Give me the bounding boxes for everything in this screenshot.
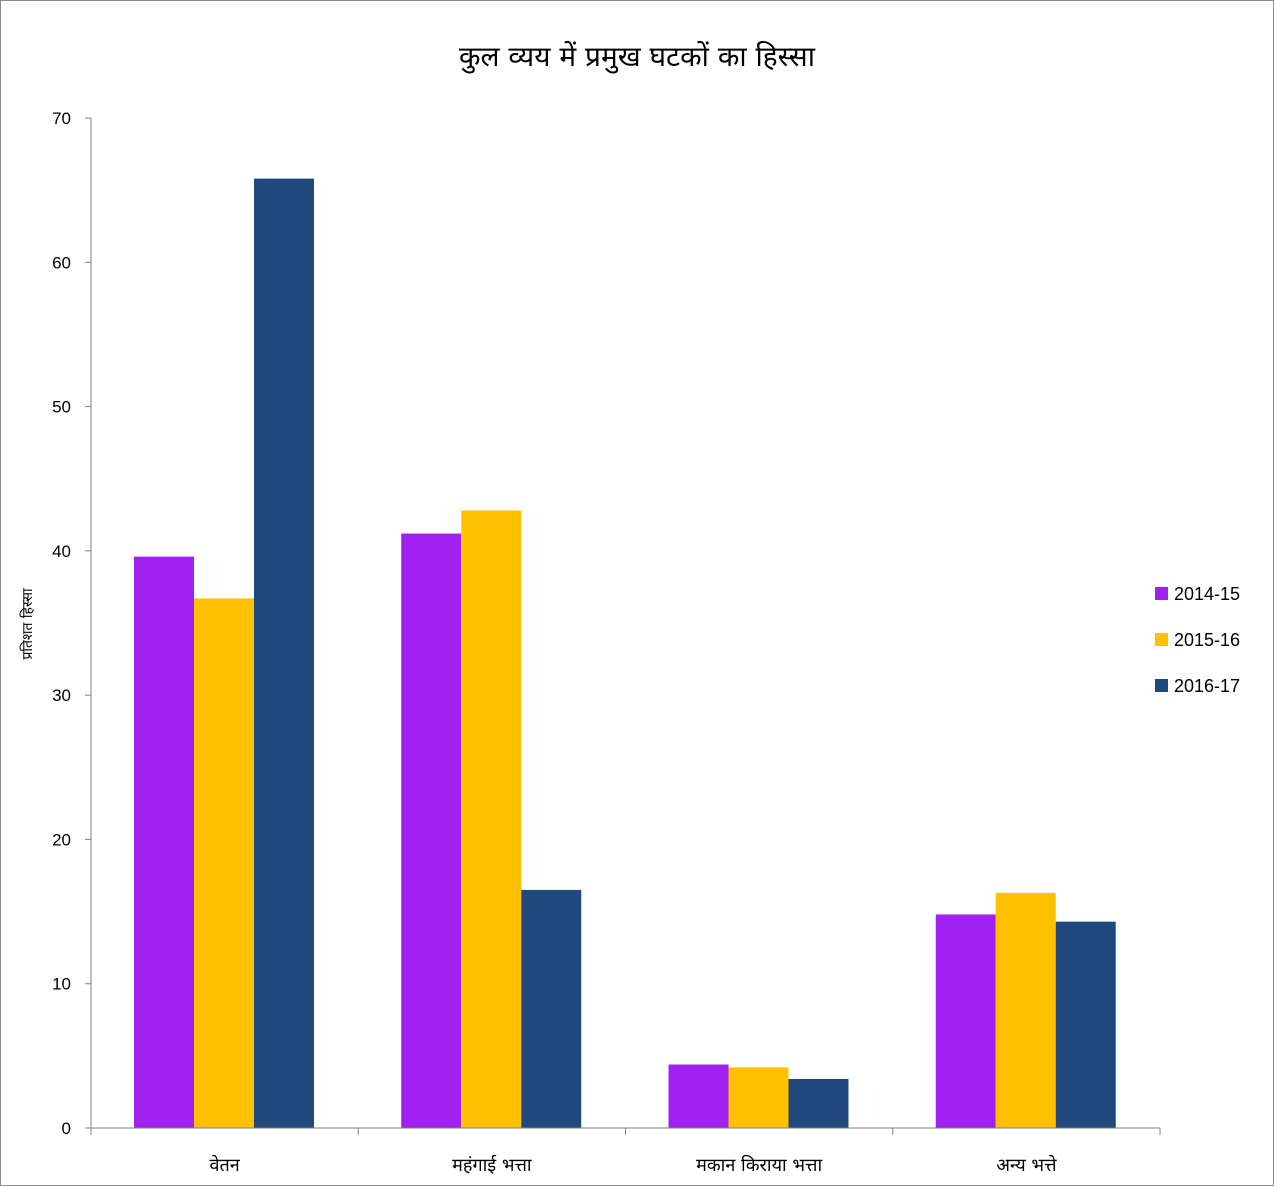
y-tick-label: 50	[52, 398, 71, 417]
x-category-label: अन्य भत्ते	[996, 1154, 1057, 1176]
bar-1-1	[134, 556, 194, 1128]
y-tick-label: 0	[62, 1119, 71, 1138]
bar-2-4	[995, 892, 1056, 1128]
bars-layer	[134, 178, 1116, 1129]
y-axis-label: प्रतिशत हिस्सा	[19, 588, 36, 660]
legend-label: 2014-15	[1174, 584, 1240, 604]
y-tick-label: 70	[52, 109, 71, 128]
chart-title: कुल व्यय में प्रमुख घटकों का हिस्सा	[459, 40, 816, 74]
bar-1-3	[668, 1064, 729, 1128]
y-tick-label: 10	[52, 975, 71, 994]
legend-swatch	[1155, 679, 1168, 692]
y-tick-label: 40	[52, 542, 71, 561]
bar-3-1	[254, 178, 314, 1129]
legend-label: 2015-16	[1174, 630, 1240, 650]
legend-swatch	[1155, 587, 1168, 600]
bar-2-1	[194, 598, 254, 1128]
bar-2-2	[461, 510, 522, 1128]
y-tick-label: 30	[52, 686, 71, 705]
x-category-label: वेतन	[209, 1154, 240, 1176]
x-category-label: मकान किराया भत्ता	[696, 1154, 822, 1176]
bar-3-2	[521, 889, 582, 1128]
bar-3-3	[788, 1078, 849, 1128]
bar-3-4	[1055, 921, 1116, 1128]
legend: 2014-15 2015-16 2016-17	[1155, 584, 1240, 696]
bar-1-2	[401, 533, 462, 1128]
legend-label: 2016-17	[1174, 676, 1240, 696]
legend-swatch	[1155, 633, 1168, 646]
bar-2-3	[728, 1067, 789, 1128]
y-tick-label: 60	[52, 253, 71, 272]
y-tick-label: 20	[52, 830, 71, 849]
axes-layer: 0 10 20 30 40 50 60 70 वेतन महंगाई भत्ता मकान किरा…	[52, 109, 1161, 1176]
x-category-label: महंगाई भत्ता	[452, 1154, 532, 1176]
bar-1-4	[935, 914, 996, 1128]
